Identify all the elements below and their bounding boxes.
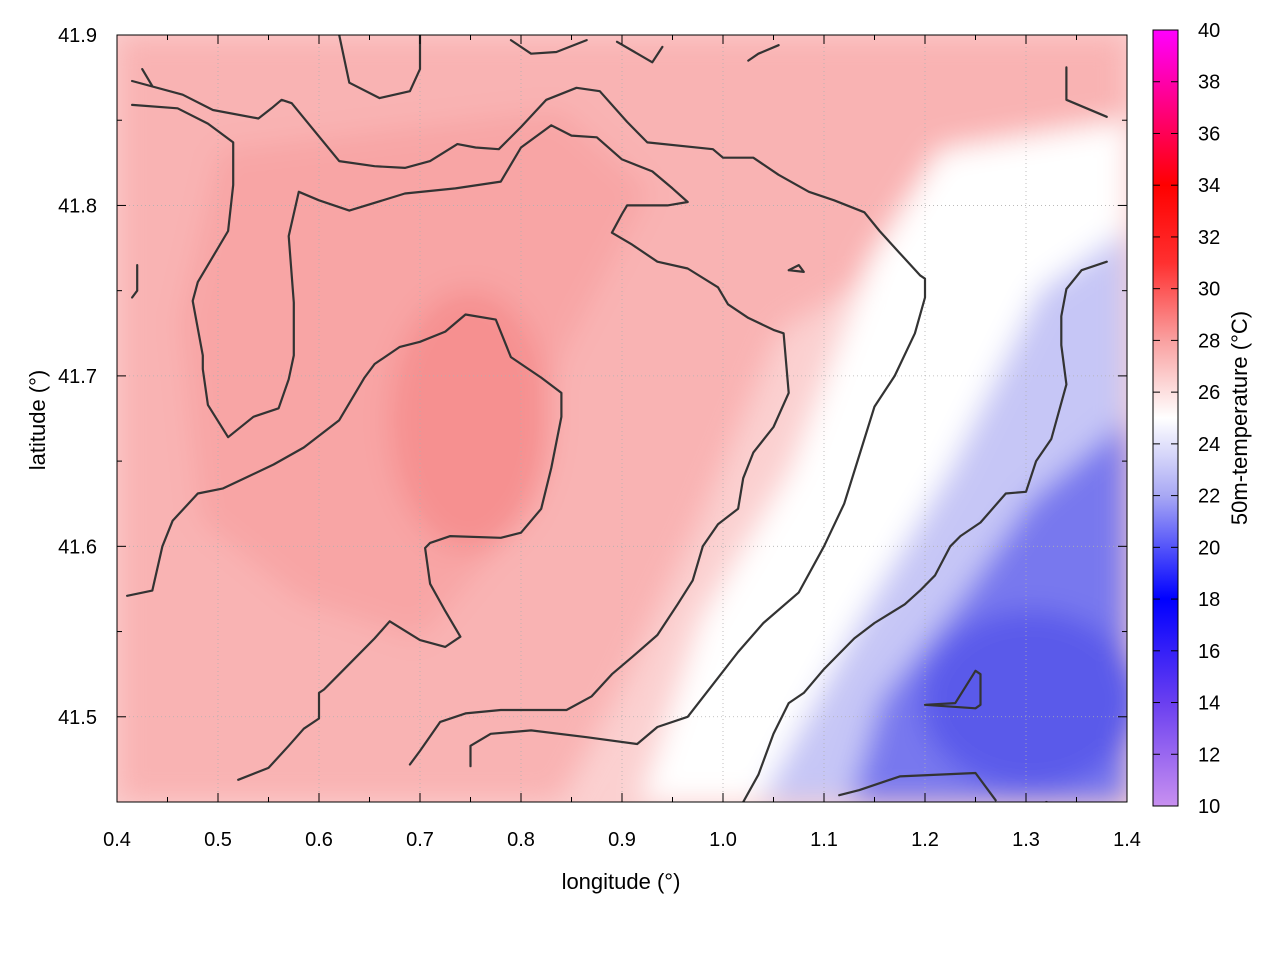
x-tick-label: 0.6 [305,829,333,851]
x-tick-label: 0.4 [103,829,131,851]
contour-line [125,313,563,781]
contour-line [838,771,997,802]
x-tick-label: 0.8 [507,829,535,851]
y-tick-labels: 41.5 41.6 41.7 41.8 41.9 [58,25,97,729]
heatmap-hot-spot [390,290,550,550]
colorbar-tick-label: 40 [1198,20,1220,42]
colorbar-tick-label: 30 [1198,279,1220,301]
x-tick-label: 0.5 [204,829,232,851]
y-tick-label: 41.9 [58,25,97,47]
x-tick-label: 1.1 [810,829,838,851]
colorbar-tick-label: 32 [1198,227,1220,249]
contour-line [615,40,664,64]
colorbar-tick-label: 24 [1198,434,1220,456]
contour-lines [125,35,1108,802]
contour-line [1065,66,1108,118]
x-tick-label: 1.4 [1113,829,1141,851]
x-tick-label: 1.0 [709,829,737,851]
contour-line [509,38,588,55]
x-tick-label: 1.2 [911,829,939,851]
colorbar-tick-label: 26 [1198,382,1220,404]
contour-line [923,669,982,710]
y-tick-label: 41.8 [58,195,97,217]
heatmap-field [117,35,1127,802]
axis-ticks [116,34,1128,802]
x-tick-label: 0.9 [608,829,636,851]
colorbar-title: 50m-temperature (°C) [1227,311,1252,525]
y-tick-label: 41.6 [58,536,97,558]
x-tick-labels: 0.4 0.5 0.6 0.7 0.8 0.9 1.0 1.1 1.2 1.3 1.4 [103,829,1141,851]
y-tick-label: 41.7 [58,366,97,388]
colorbar-tick-label: 36 [1198,123,1220,145]
y-axis-title: latitude (°) [25,370,50,471]
x-tick-label: 1.3 [1012,829,1040,851]
contour-line [742,260,1108,802]
colorbar-tick-label: 34 [1198,175,1220,197]
heatmap-blobs [117,35,1127,802]
colorbar-ticks [1153,29,1178,807]
colorbar-tick-label: 12 [1198,744,1220,766]
x-tick-label: 0.7 [406,829,434,851]
contour-line [338,35,422,100]
colorbar-tick-label: 20 [1198,537,1220,559]
contour-line [747,44,780,62]
contour-line [787,264,805,273]
x-axis-title: longitude (°) [562,869,681,894]
colorbar-tick-label: 28 [1198,330,1220,352]
heatmap-cold-spot [920,610,1127,790]
grid [117,35,1127,802]
colorbar-tick-label: 10 [1198,796,1220,818]
y-tick-label: 41.5 [58,707,97,729]
colorbar-tick-label: 18 [1198,589,1220,611]
colorbar-tick-label: 22 [1198,486,1220,508]
contour-line [141,67,154,88]
contour-line [131,264,139,299]
contour-line [131,103,790,766]
heatmap-neutral-region [640,120,1127,802]
colorbar-tick-label: 38 [1198,72,1220,94]
colorbar-tick-label: 14 [1198,693,1220,715]
colorbar [1152,29,1179,807]
colorbar-tick-label: 16 [1198,641,1220,663]
contour-line [131,79,927,768]
colorbar-tick-labels: 10 12 14 16 18 20 22 24 26 28 30 32 34 36 38 40 [1198,20,1220,818]
